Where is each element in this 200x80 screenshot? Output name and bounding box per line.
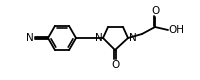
Text: N: N bbox=[128, 33, 136, 43]
Text: N: N bbox=[95, 33, 103, 43]
Text: O: O bbox=[111, 60, 119, 70]
Text: N: N bbox=[26, 33, 34, 43]
Text: O: O bbox=[151, 6, 159, 16]
Text: OH: OH bbox=[168, 25, 184, 35]
